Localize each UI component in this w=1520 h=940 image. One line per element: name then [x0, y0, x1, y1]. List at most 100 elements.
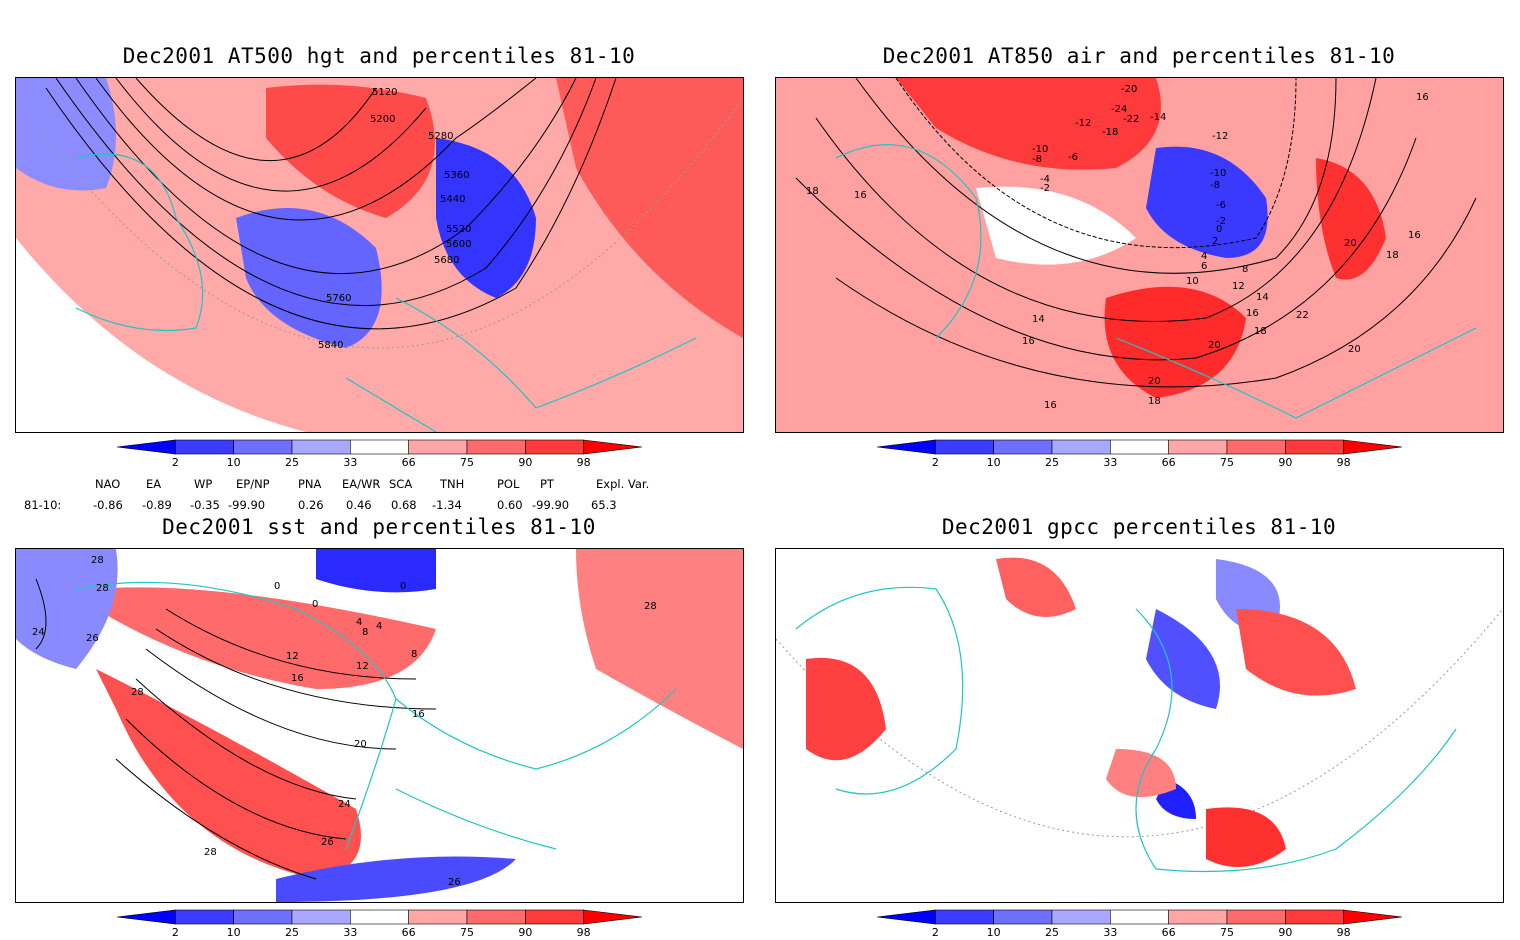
index-header: PNA	[298, 477, 322, 491]
svg-text:16: 16	[1022, 336, 1035, 347]
svg-text:16: 16	[291, 673, 304, 684]
svg-text:-4: -4	[1040, 174, 1050, 185]
colorbar-swatch	[350, 439, 409, 455]
colorbar-label: 10	[227, 926, 241, 939]
panel-title: Dec2001 gpcc percentiles 81-10	[941, 515, 1337, 539]
colorbar-swatch	[993, 909, 1053, 925]
svg-text:5680: 5680	[434, 255, 459, 266]
colorbar: 2 10 25 33 66 75 90 98	[116, 909, 643, 940]
anomaly-field	[576, 549, 743, 749]
svg-text:5120: 5120	[372, 87, 397, 98]
colorbar-label: 2	[172, 926, 179, 939]
index-value: 0.46	[346, 498, 372, 512]
index-row-label: 81-10:	[24, 498, 62, 512]
svg-text:20: 20	[354, 739, 367, 750]
colorbar-swatch	[1285, 909, 1344, 925]
svg-text:5440: 5440	[440, 194, 465, 205]
svg-text:18: 18	[1386, 250, 1399, 261]
index-header: WP	[194, 477, 213, 491]
hemisphere-edge	[16, 97, 743, 349]
colorbar-swatch	[583, 909, 643, 925]
contour-labels: -20 -24 -22 -14 -12 -18 -10 -8 -6 -4 -2 …	[806, 84, 1429, 411]
anomaly-field	[96, 669, 361, 879]
svg-text:26: 26	[86, 633, 99, 644]
colorbar-label: 66	[402, 456, 416, 469]
map-panel-air850: -20 -24 -22 -14 -12 -18 -10 -8 -6 -4 -2 …	[775, 77, 1504, 433]
colorbar-swatch	[116, 439, 176, 455]
colorbar-swatch	[466, 439, 526, 455]
svg-text:20: 20	[1208, 340, 1221, 351]
colorbar-swatch	[116, 909, 176, 925]
svg-text:-10: -10	[1032, 144, 1048, 155]
svg-text:8: 8	[1242, 264, 1248, 275]
svg-text:16: 16	[1246, 308, 1259, 319]
contour-labels: 5120 5200 5280 5360 5440 5520 5600 5680 …	[318, 87, 471, 351]
colorbar-swatch	[291, 909, 351, 925]
colorbar-swatch	[1051, 909, 1111, 925]
index-header: EA/WR	[342, 477, 381, 491]
svg-text:26: 26	[321, 837, 334, 848]
svg-text:20: 20	[1344, 238, 1357, 249]
svg-text:18: 18	[1148, 396, 1161, 407]
colorbar-label: 90	[518, 926, 532, 939]
map-canvas: -20 -24 -22 -14 -12 -18 -10 -8 -6 -4 -2 …	[776, 78, 1503, 432]
index-header: POL	[497, 477, 520, 491]
colorbar-swatch	[408, 909, 468, 925]
panel-title: Dec2001 AT500 hgt and percentiles 81-10	[122, 44, 636, 68]
hemisphere-edge	[776, 608, 1503, 838]
anomaly-field	[1104, 286, 1246, 398]
colorbar-swatch	[233, 909, 293, 925]
svg-text:8: 8	[411, 649, 417, 660]
svg-text:16: 16	[412, 709, 425, 720]
colorbar-label: 10	[227, 456, 241, 469]
svg-text:24: 24	[32, 627, 45, 638]
svg-text:2: 2	[1212, 236, 1218, 247]
colorbar-label: 2	[932, 456, 939, 469]
svg-text:-2: -2	[1040, 183, 1050, 194]
colorbar-label: 25	[1045, 926, 1059, 939]
index-value: -0.89	[142, 498, 172, 512]
coastlines	[75, 153, 697, 432]
svg-text:-12: -12	[1075, 118, 1091, 129]
index-value: -99.90	[532, 498, 570, 512]
anomaly-field	[96, 587, 436, 689]
svg-text:0: 0	[1216, 224, 1222, 235]
svg-text:18: 18	[1254, 326, 1267, 337]
colorbar-swatch	[1343, 909, 1403, 925]
svg-text:4: 4	[356, 617, 362, 628]
svg-text:-2: -2	[1216, 216, 1226, 227]
colorbar-label: 75	[1220, 926, 1234, 939]
svg-text:4: 4	[1201, 251, 1207, 262]
svg-text:5200: 5200	[370, 114, 395, 125]
anomaly-field	[316, 549, 436, 593]
index-value: -99.90	[228, 498, 266, 512]
colorbar-swatch	[583, 439, 643, 455]
svg-text:16: 16	[1416, 92, 1429, 103]
anomaly-field	[266, 84, 435, 219]
svg-text:-6: -6	[1216, 200, 1226, 211]
svg-text:-20: -20	[1121, 84, 1137, 95]
svg-text:-22: -22	[1123, 114, 1139, 125]
index-value: 0.60	[497, 498, 523, 512]
colorbar-swatch	[1285, 439, 1344, 455]
index-value: -0.35	[190, 498, 220, 512]
colorbar-label: 98	[577, 456, 591, 469]
svg-text:-18: -18	[1102, 127, 1118, 138]
colorbar-swatch	[466, 909, 526, 925]
colorbar-label: 98	[1337, 926, 1351, 939]
anomaly-field	[556, 78, 743, 338]
svg-text:6: 6	[1201, 261, 1207, 272]
svg-text:5280: 5280	[428, 131, 453, 142]
precipitation-patches	[806, 557, 1356, 867]
colorbar: 2 10 25 33 66 75 90 98	[876, 439, 1403, 470]
colorbar-swatch	[350, 909, 409, 925]
svg-text:22: 22	[1296, 310, 1309, 321]
svg-text:26: 26	[448, 877, 461, 888]
anomaly-field	[16, 78, 743, 432]
svg-text:5520: 5520	[446, 224, 471, 235]
svg-text:5840: 5840	[318, 340, 343, 351]
colorbar-label: 66	[402, 926, 416, 939]
index-value: 0.68	[391, 498, 417, 512]
svg-text:28: 28	[96, 583, 109, 594]
colorbar-swatch	[1343, 439, 1403, 455]
